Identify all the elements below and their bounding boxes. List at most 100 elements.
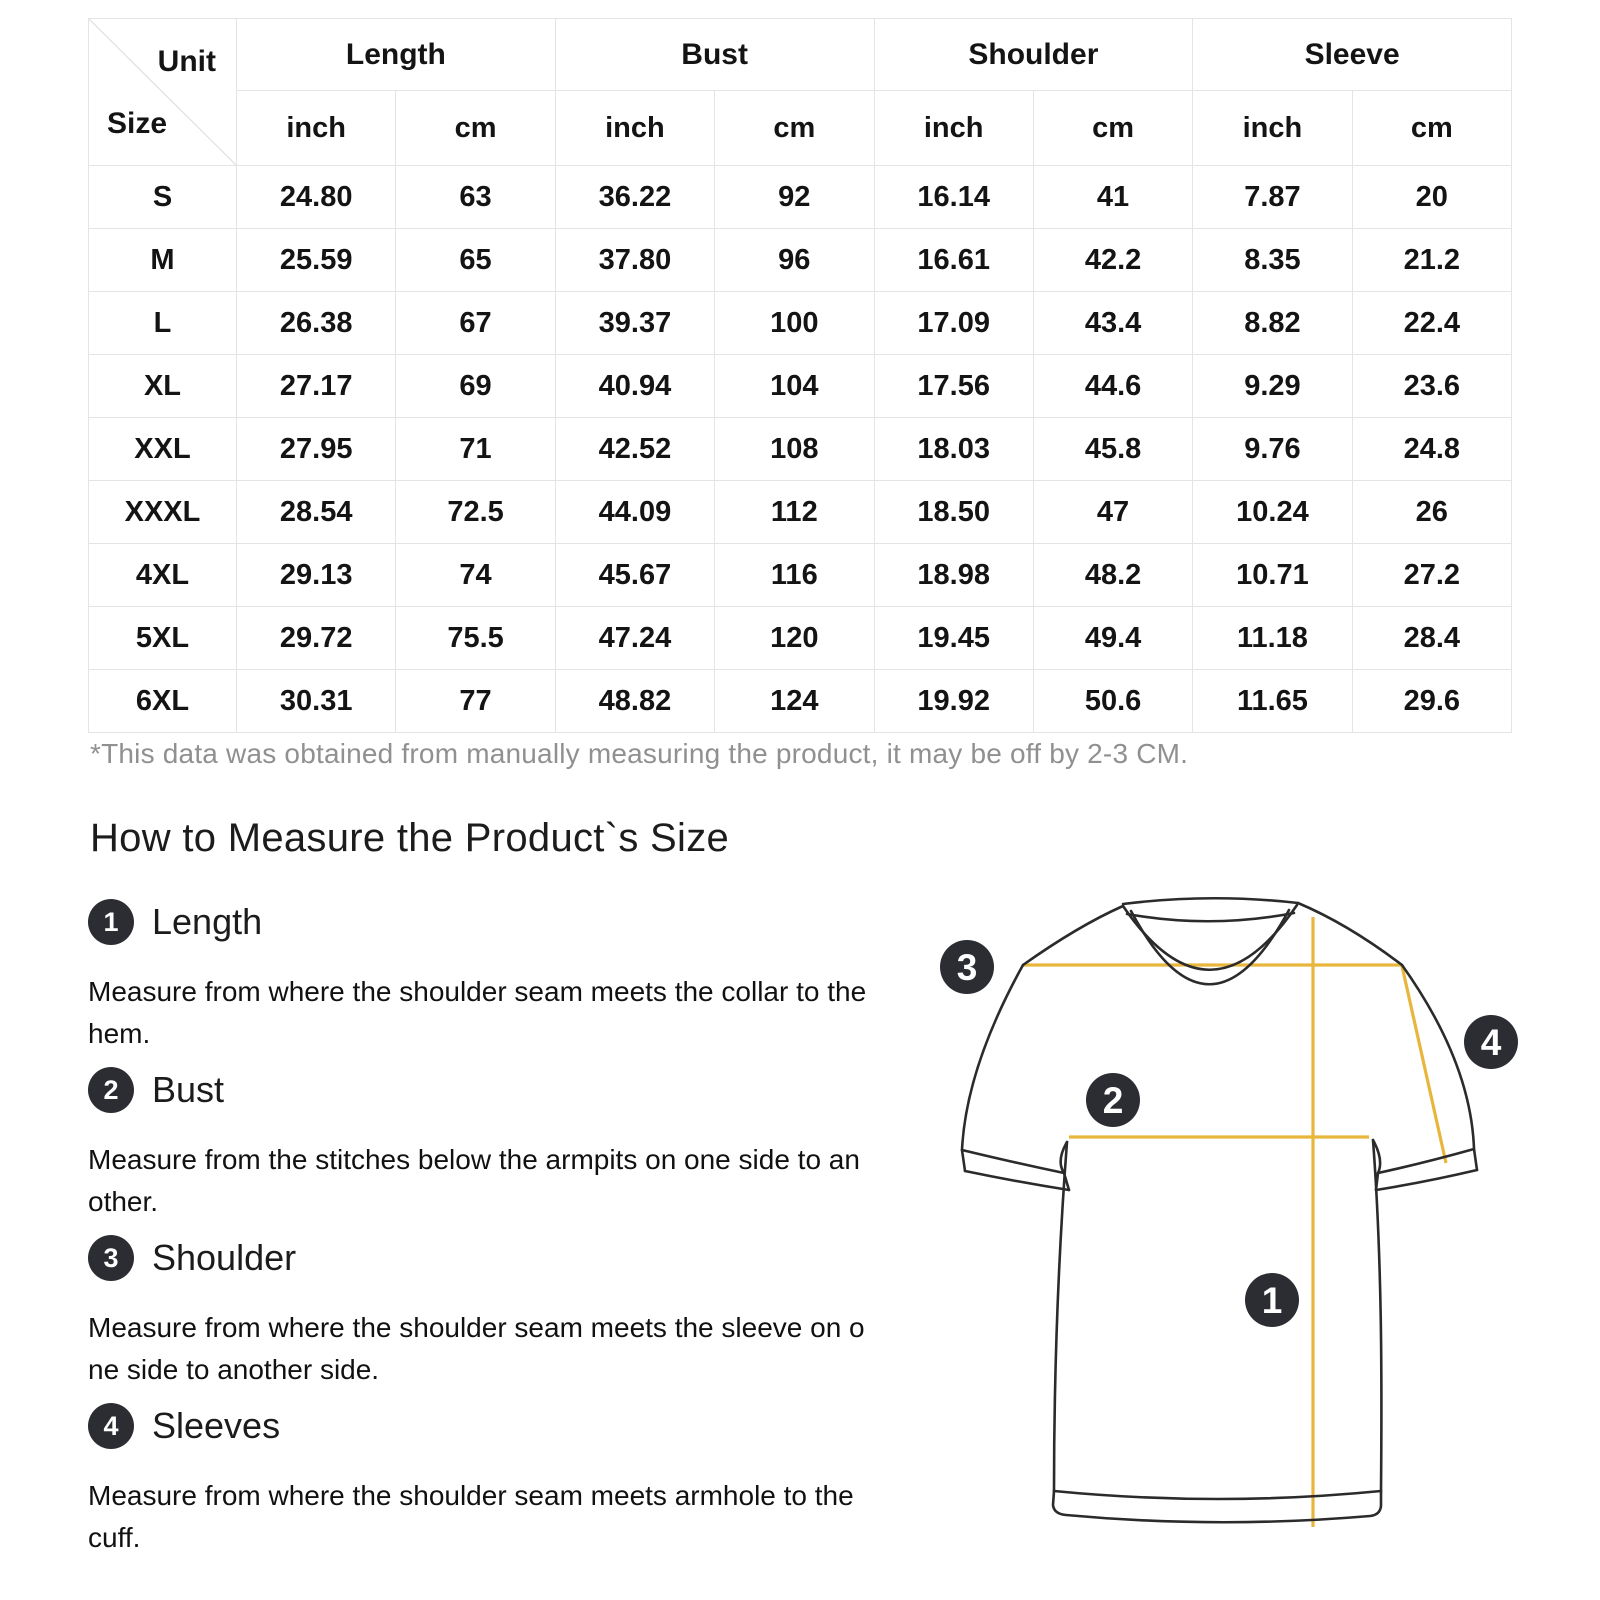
measurement-cell: 26 xyxy=(1351,480,1513,544)
measurement-cell: 18.98 xyxy=(873,543,1034,607)
measurement-cell: 65 xyxy=(395,228,556,292)
measure-item-label: Bust xyxy=(152,1069,225,1110)
measurement-cell: 19.92 xyxy=(873,669,1034,733)
measure-instructions: 1 Length Measure from where the shoulder s… xyxy=(88,897,988,1569)
measurement-cell: 8.82 xyxy=(1192,291,1353,355)
measurement-cell: 43.4 xyxy=(1032,291,1194,355)
column-group-sleeve: Sleeve xyxy=(1192,18,1512,91)
table-row: S 24.80 63 36.22 92 16.14 41 7.87 20 xyxy=(88,165,1513,229)
measure-item-length: 1 Length Measure from where the shoulder s… xyxy=(88,897,988,1055)
measurement-disclaimer: *This data was obtained from manually me… xyxy=(90,738,1189,769)
measure-item-description: Measure from where the shoulder seam mee… xyxy=(88,1480,854,1553)
measurement-cell: 67 xyxy=(395,291,556,355)
measurement-cell: 44.6 xyxy=(1032,354,1194,418)
measurement-cell: 28.54 xyxy=(235,480,397,544)
measure-item-description: Measure from where the shoulder seam mee… xyxy=(88,1312,865,1385)
measurement-cell: 42.52 xyxy=(554,417,716,481)
size-chart-table: Unit Size Length Bust Shoulder Sleeve in… xyxy=(88,18,1513,733)
table-row: XL 27.17 69 40.94 104 17.56 44.6 9.29 23.6 xyxy=(88,354,1513,418)
measurement-cell: 25.59 xyxy=(235,228,397,292)
measurement-cell: 10.71 xyxy=(1192,543,1353,607)
column-group-bust: Bust xyxy=(554,18,875,91)
unit-header: cm xyxy=(714,90,875,166)
measurement-cell: 7.87 xyxy=(1192,165,1353,229)
badge-number: 3 xyxy=(957,947,978,988)
measurement-cell: 26.38 xyxy=(235,291,397,355)
measurement-cell: 75.5 xyxy=(395,606,556,670)
measurement-cell: 48.2 xyxy=(1032,543,1194,607)
size-cell: XXL xyxy=(88,417,237,481)
measurement-cell: 77 xyxy=(395,669,556,733)
tshirt-outline xyxy=(960,896,1479,1524)
measurement-cell: 8.35 xyxy=(1192,228,1353,292)
measurement-cell: 11.65 xyxy=(1192,669,1353,733)
diagram-badge-length: 1 xyxy=(1245,1273,1299,1327)
measurement-cell: 104 xyxy=(714,354,875,418)
measurement-cell: 69 xyxy=(395,354,556,418)
measurement-cell: 24.8 xyxy=(1351,417,1513,481)
corner-diagonal-line xyxy=(89,19,236,165)
measurement-cell: 50.6 xyxy=(1032,669,1194,733)
measurement-cell: 24.80 xyxy=(235,165,397,229)
measurement-cell: 100 xyxy=(714,291,875,355)
unit-header: inch xyxy=(873,90,1034,166)
size-cell: M xyxy=(88,228,237,292)
badge-circle xyxy=(940,940,994,994)
unit-header: cm xyxy=(1351,90,1513,166)
measure-item-shoulder: 3 Shoulder Measure from where the shoulder… xyxy=(88,1233,988,1391)
measurement-cell: 112 xyxy=(714,480,875,544)
measurement-cell: 36.22 xyxy=(554,165,716,229)
measurement-cell: 29.13 xyxy=(235,543,397,607)
size-cell: 4XL xyxy=(88,543,237,607)
measurement-cell: 39.37 xyxy=(554,291,716,355)
table-row: 6XL 30.31 77 48.82 124 19.92 50.6 11.65 29.6 xyxy=(88,669,1513,733)
measurement-cell: 48.82 xyxy=(554,669,716,733)
table-row: XXXL 28.54 72.5 44.09 112 18.50 47 10.24 26 xyxy=(88,480,1513,544)
table-row: 4XL 29.13 74 45.67 116 18.98 48.2 10.71 27.2 xyxy=(88,543,1513,607)
badge-circle xyxy=(1464,1015,1518,1069)
measurement-cell: 41 xyxy=(1032,165,1194,229)
step-number-badge: 3 xyxy=(88,1235,134,1281)
measure-item-description: Measure from where the shoulder seam mee… xyxy=(88,976,867,1049)
size-cell: 5XL xyxy=(88,606,237,670)
measurement-cell: 20 xyxy=(1351,165,1513,229)
measurement-cell: 16.61 xyxy=(873,228,1034,292)
measure-item-label: Length xyxy=(152,901,263,942)
measurement-cell: 63 xyxy=(395,165,556,229)
measurement-cell: 17.09 xyxy=(873,291,1034,355)
size-cell: 6XL xyxy=(88,669,237,733)
size-cell: XL xyxy=(88,354,237,418)
measurement-cell: 37.80 xyxy=(554,228,716,292)
step-number-badge: 2 xyxy=(88,1067,134,1113)
size-cell: XXXL xyxy=(88,480,237,544)
measurement-cell: 71 xyxy=(395,417,556,481)
measurement-cell: 120 xyxy=(714,606,875,670)
measure-item-header: 1 Length xyxy=(88,897,988,947)
diagram-badge-shoulder: 3 xyxy=(940,940,994,994)
measurement-cell: 21.2 xyxy=(1351,228,1513,292)
measurement-cell: 23.6 xyxy=(1351,354,1513,418)
diagram-badge-sleeve: 4 xyxy=(1464,1015,1518,1069)
measurement-cell: 74 xyxy=(395,543,556,607)
measurement-cell: 45.67 xyxy=(554,543,716,607)
section-heading: How to Measure the Product`s Size xyxy=(90,816,730,860)
measurement-cell: 27.95 xyxy=(235,417,397,481)
size-cell: S xyxy=(88,165,237,229)
measurement-cell: 22.4 xyxy=(1351,291,1513,355)
unit-label: Unit xyxy=(157,45,216,78)
badge-number: 4 xyxy=(1481,1022,1502,1063)
measure-item-sleeves: 4 Sleeves Measure from where the shoulder … xyxy=(88,1401,988,1559)
measurement-cell: 40.94 xyxy=(554,354,716,418)
measurement-cell: 42.2 xyxy=(1032,228,1194,292)
measurement-cell: 18.50 xyxy=(873,480,1034,544)
unit-header: cm xyxy=(395,90,556,166)
size-cell: L xyxy=(88,291,237,355)
table-header-row-groups: Unit Size Length Bust Shoulder Sleeve xyxy=(88,18,1512,166)
measurement-cell: 27.17 xyxy=(235,354,397,418)
unit-header: inch xyxy=(1192,90,1353,166)
table-row: L 26.38 67 39.37 100 17.09 43.4 8.82 22.4 xyxy=(88,291,1513,355)
measurement-cell: 11.18 xyxy=(1192,606,1353,670)
column-group-shoulder: Shoulder xyxy=(873,18,1194,91)
table-header-row-units: inch cm inch cm inch cm inch cm xyxy=(89,90,1513,166)
measurement-cell: 45.8 xyxy=(1032,417,1194,481)
